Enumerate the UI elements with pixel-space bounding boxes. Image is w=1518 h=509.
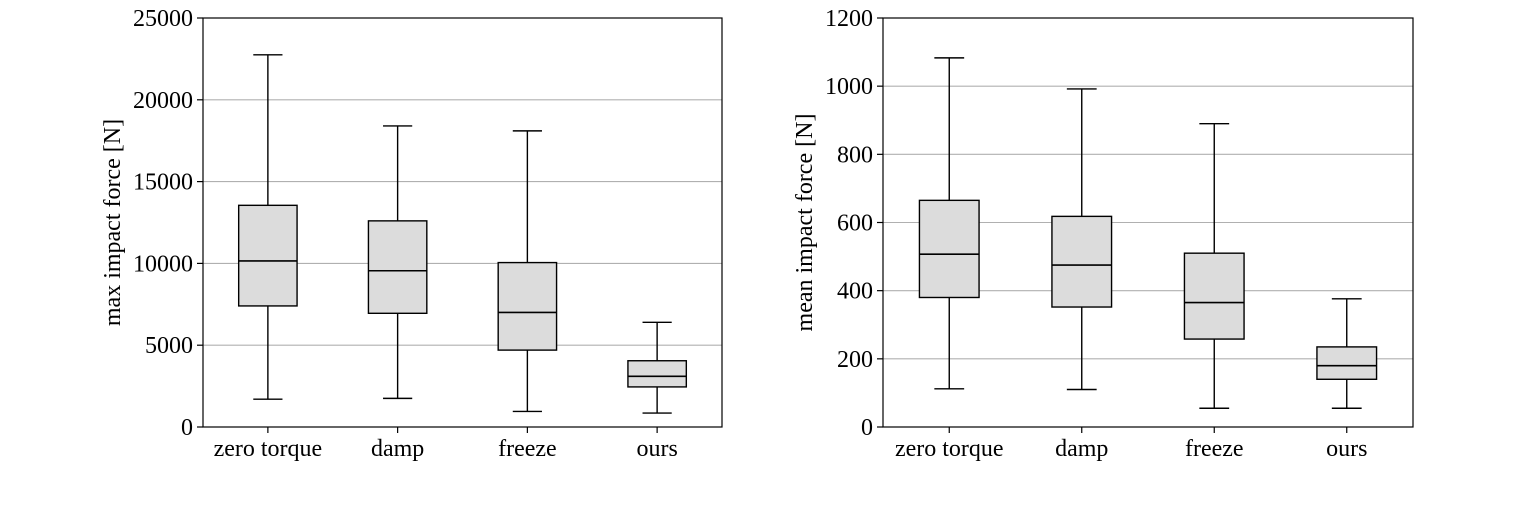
y-tick-label: 20000 — [133, 88, 193, 114]
iqr-box — [918, 199, 980, 299]
y-tick-label: 200 — [837, 347, 873, 373]
mean-impact-force-chart: 0 200 400 600 800 1000 1200 zero torque damp free… — [792, 6, 1414, 462]
box-freeze — [497, 130, 558, 413]
y-tick-label: 1000 — [825, 74, 873, 100]
y-tick-label: 25000 — [133, 6, 193, 32]
x-tick-label: freeze — [1185, 436, 1244, 462]
y-tick-label: 400 — [837, 279, 873, 305]
box-zero-torque — [237, 54, 298, 400]
iqr-box — [367, 220, 428, 314]
x-tick-label: ours — [636, 436, 677, 462]
max-impact-force-chart: 0 5000 10000 15000 20000 25000 zero torque damp… — [100, 6, 723, 462]
iqr-box — [1183, 252, 1245, 340]
x-tick-label: ours — [1326, 436, 1367, 462]
box-zero-torque — [918, 57, 980, 390]
box-ours — [1316, 298, 1378, 409]
x-tick-label: zero torque — [214, 436, 323, 462]
iqr-box — [1316, 346, 1378, 380]
y-tick-label: 10000 — [133, 251, 193, 277]
x-tick-label: freeze — [498, 436, 557, 462]
y-tick-label: 800 — [837, 142, 873, 168]
y-tick-label: 0 — [181, 415, 193, 441]
y-tick-label: 5000 — [145, 333, 193, 359]
x-tick-label: damp — [371, 436, 424, 462]
x-tick-label: damp — [1055, 436, 1108, 462]
box-damp — [367, 125, 428, 400]
y-tick-label: 0 — [861, 415, 873, 441]
box-freeze — [1183, 122, 1245, 409]
y-tick-label: 1200 — [825, 6, 873, 32]
y-axis-label: max impact force [N] — [100, 119, 126, 326]
y-axis-label: mean impact force [N] — [792, 114, 818, 332]
iqr-box — [237, 204, 298, 307]
iqr-box — [627, 360, 688, 388]
y-tick-label: 15000 — [133, 170, 193, 196]
x-tick-label: zero torque — [895, 436, 1004, 462]
plot-frame — [202, 17, 723, 428]
box-damp — [1051, 88, 1113, 391]
y-tick-label: 600 — [837, 211, 873, 237]
iqr-box — [497, 261, 558, 351]
box-ours — [627, 321, 688, 414]
iqr-box — [1051, 215, 1113, 308]
